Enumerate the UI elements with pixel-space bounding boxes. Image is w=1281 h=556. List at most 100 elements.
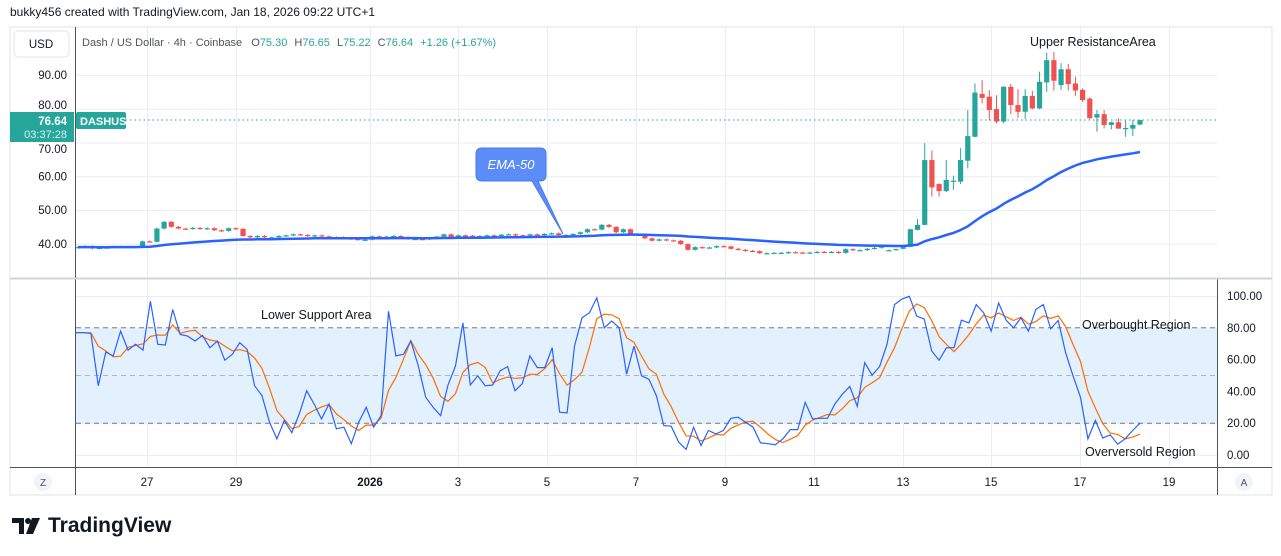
- auto-scale-button[interactable]: [1235, 473, 1253, 491]
- currency-button[interactable]: [13, 30, 70, 58]
- legend-l-label: L: [337, 37, 343, 49]
- candle: [1008, 84, 1014, 115]
- price-axis[interactable]: 90.00 80.00 70.00 60.00 50.00 40.00: [38, 70, 67, 251]
- timezone-button[interactable]: [34, 473, 52, 491]
- candle: [548, 232, 555, 235]
- candle: [972, 83, 978, 138]
- rsi-ma-line: [76, 303, 1141, 444]
- candle: [183, 227, 189, 230]
- candle-body: [900, 247, 906, 249]
- time-axis[interactable]: 27 29 2026 3 5 7 9 11 13 15 17 19: [141, 477, 1176, 489]
- candle: [864, 247, 870, 252]
- ema-callout[interactable]: EMA-50: [475, 147, 564, 235]
- candle: [218, 229, 225, 232]
- currency-button-label[interactable]: USD: [29, 39, 53, 51]
- candle-body: [584, 229, 591, 233]
- legend-open: 75.30: [260, 37, 288, 49]
- last-price-badge: [10, 112, 74, 142]
- candle-body: [240, 228, 246, 236]
- candle-body: [513, 234, 519, 236]
- candle: [663, 238, 670, 242]
- candle-body: [735, 248, 741, 251]
- candle-body: [541, 233, 548, 236]
- candle: [792, 251, 799, 254]
- candle-body: [441, 234, 447, 237]
- candle-body: [312, 235, 318, 237]
- candle: [204, 227, 210, 230]
- candle: [943, 160, 949, 193]
- candle-body: [742, 249, 748, 252]
- candle: [850, 248, 856, 252]
- auto-scale-button-label[interactable]: A: [1241, 478, 1248, 489]
- time-tick-label: 15: [985, 477, 998, 489]
- candle-body: [1044, 60, 1050, 83]
- candle-body: [412, 239, 418, 241]
- candle-body: [247, 235, 253, 238]
- candle: [1072, 76, 1079, 96]
- candle: [269, 236, 275, 239]
- candle: [556, 232, 562, 236]
- candle-body: [1029, 95, 1035, 109]
- price-tick-label: 80.00: [38, 100, 67, 112]
- bar-countdown: 03:37:28: [24, 129, 67, 141]
- candle: [699, 246, 705, 249]
- rsi-tick-label: 60.00: [1227, 355, 1256, 367]
- candle-body: [678, 240, 684, 245]
- tradingview-logo[interactable]: TradingView: [12, 514, 171, 538]
- candle-body: [1137, 120, 1143, 125]
- candle-body: [814, 251, 820, 254]
- candle-body: [958, 160, 964, 182]
- time-tick-label: 19: [1163, 477, 1176, 489]
- candle-body: [764, 253, 770, 255]
- candle-body: [261, 235, 268, 238]
- candle-body: [484, 235, 490, 237]
- candle: [606, 224, 612, 228]
- candle: [592, 228, 598, 231]
- candle-body: [871, 247, 878, 249]
- candle: [936, 183, 942, 197]
- candle-body: [297, 234, 304, 236]
- candle-body: [1087, 98, 1093, 119]
- candle: [290, 233, 296, 237]
- candle-body: [1115, 122, 1122, 129]
- candle-body: [721, 246, 727, 248]
- candle: [685, 243, 691, 251]
- legend-low: 75.22: [343, 37, 371, 49]
- time-tick-label: 17: [1074, 477, 1087, 489]
- candle: [678, 239, 684, 245]
- candle-body: [922, 160, 928, 225]
- candle-body: [491, 235, 497, 237]
- candle: [1137, 120, 1143, 125]
- legend-close: 76.64: [386, 37, 414, 49]
- candle-body: [1079, 89, 1086, 100]
- tradingview-logo-icon: [12, 518, 40, 534]
- candle: [254, 235, 260, 239]
- rsi-axis[interactable]: 100.00 80.00 60.00 40.00 20.00 0.00: [1227, 291, 1262, 462]
- candle-body: [462, 235, 469, 237]
- candle-body: [147, 241, 153, 243]
- time-tick-label: 27: [141, 477, 154, 489]
- candle-body: [728, 246, 734, 249]
- candle: [190, 227, 196, 230]
- candle: [656, 238, 662, 242]
- timezone-button-label[interactable]: Z: [40, 478, 46, 489]
- candle: [1051, 52, 1057, 91]
- candle-body: [1022, 95, 1028, 112]
- tradingview-logo-text: TradingView: [48, 514, 172, 537]
- ema-50-line: [78, 150, 1141, 249]
- candle: [735, 247, 741, 251]
- candle-body: [886, 250, 892, 252]
- candle: [620, 228, 626, 234]
- candle-body: [943, 179, 949, 192]
- candle: [742, 248, 748, 252]
- candle: [828, 251, 835, 254]
- candle-body: [570, 233, 576, 236]
- candle: [197, 227, 203, 230]
- overbought-label: Overbought Region: [1082, 318, 1190, 332]
- candle-body: [692, 247, 698, 250]
- candle-body: [1051, 60, 1057, 81]
- time-tick-label: 9: [722, 477, 728, 489]
- candle-body: [276, 235, 282, 238]
- candle-body: [592, 229, 598, 231]
